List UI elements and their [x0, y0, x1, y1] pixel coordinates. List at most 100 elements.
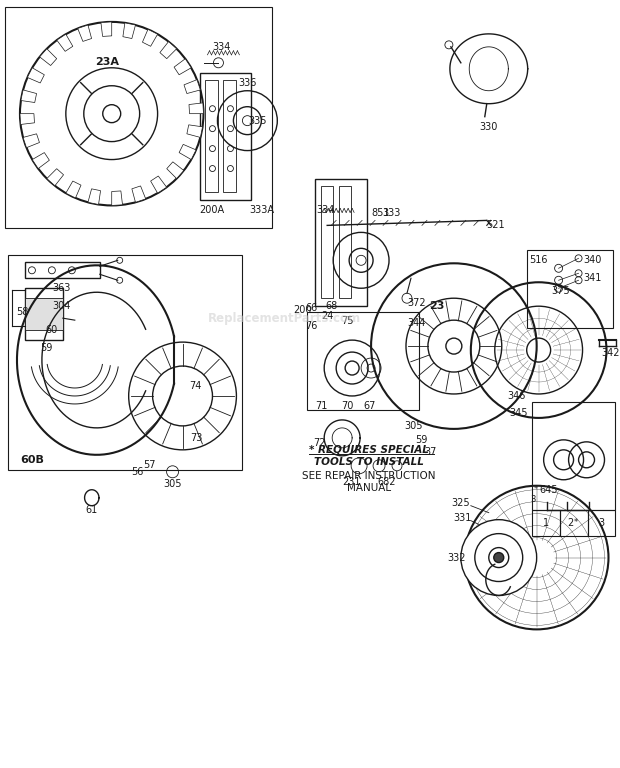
- Text: 344: 344: [408, 318, 426, 328]
- Text: 304: 304: [53, 301, 71, 311]
- Text: 333A: 333A: [249, 205, 274, 216]
- Polygon shape: [184, 80, 200, 94]
- Text: 333: 333: [382, 208, 401, 218]
- Text: *: *: [534, 485, 538, 495]
- Text: 372: 372: [407, 298, 427, 308]
- Text: 3: 3: [530, 495, 535, 505]
- Text: 71: 71: [315, 401, 327, 411]
- Polygon shape: [66, 181, 81, 198]
- Text: 521: 521: [487, 220, 505, 230]
- Bar: [532, 402, 616, 510]
- Text: 67: 67: [363, 401, 375, 411]
- Polygon shape: [57, 35, 73, 51]
- Text: 375: 375: [551, 286, 570, 296]
- Text: 3: 3: [598, 518, 604, 528]
- Bar: [308, 312, 419, 410]
- Polygon shape: [167, 162, 184, 179]
- Text: 73: 73: [190, 433, 203, 443]
- Text: 72: 72: [313, 438, 326, 448]
- Text: 76: 76: [305, 321, 317, 331]
- Text: 341: 341: [583, 273, 602, 283]
- Text: 345: 345: [510, 408, 528, 418]
- Polygon shape: [78, 25, 92, 41]
- Text: 330: 330: [480, 121, 498, 131]
- Text: 340: 340: [583, 255, 602, 265]
- Bar: [560, 510, 588, 535]
- Text: 200: 200: [293, 305, 311, 315]
- Bar: [205, 80, 218, 193]
- Text: 336: 336: [238, 78, 257, 88]
- Text: 645: 645: [539, 485, 558, 495]
- Text: 331: 331: [454, 513, 472, 523]
- Text: 24: 24: [321, 311, 334, 321]
- Text: 68: 68: [325, 301, 337, 311]
- Polygon shape: [151, 176, 167, 193]
- Text: 334: 334: [316, 205, 334, 216]
- Text: 59: 59: [415, 435, 427, 445]
- Bar: [526, 250, 613, 328]
- Text: ReplacementParts.com: ReplacementParts.com: [208, 312, 361, 325]
- Polygon shape: [174, 59, 191, 74]
- Polygon shape: [23, 134, 40, 147]
- Text: 56: 56: [131, 467, 144, 477]
- Text: 682: 682: [378, 477, 396, 487]
- Polygon shape: [101, 22, 112, 36]
- Text: 335: 335: [248, 116, 267, 126]
- Text: 1: 1: [542, 518, 549, 528]
- Polygon shape: [27, 68, 45, 83]
- Bar: [25, 263, 100, 278]
- Polygon shape: [189, 103, 203, 114]
- Text: SEE REPAIR INSTRUCTION: SEE REPAIR INSTRUCTION: [303, 471, 436, 481]
- Bar: [315, 178, 367, 306]
- Text: 70: 70: [341, 401, 353, 411]
- Text: 58: 58: [16, 307, 28, 317]
- Text: 332: 332: [448, 552, 466, 563]
- Text: 231: 231: [342, 477, 360, 487]
- Text: MANUAL: MANUAL: [347, 483, 391, 493]
- Text: * REQUIRES SPECIAL: * REQUIRES SPECIAL: [309, 445, 429, 455]
- Polygon shape: [123, 23, 136, 38]
- Text: 66: 66: [305, 303, 317, 313]
- Text: 2: 2: [567, 518, 574, 528]
- Text: 851: 851: [372, 208, 391, 218]
- Polygon shape: [160, 41, 177, 58]
- Text: *: *: [574, 518, 578, 527]
- Polygon shape: [47, 169, 64, 186]
- Polygon shape: [88, 189, 100, 204]
- Polygon shape: [20, 114, 35, 124]
- Text: 334: 334: [212, 41, 231, 51]
- Bar: [223, 80, 236, 193]
- Bar: [5, 7, 272, 228]
- Bar: [200, 73, 251, 200]
- Text: 200A: 200A: [199, 205, 224, 216]
- Bar: [321, 187, 333, 298]
- Text: 74: 74: [189, 381, 202, 391]
- Text: 57: 57: [143, 460, 156, 470]
- Text: 37: 37: [425, 447, 437, 457]
- Polygon shape: [179, 144, 196, 160]
- Bar: [8, 255, 242, 470]
- Circle shape: [461, 520, 537, 595]
- Text: 23: 23: [429, 301, 445, 311]
- Text: 346: 346: [508, 391, 526, 401]
- Bar: [532, 510, 560, 535]
- Polygon shape: [32, 153, 50, 169]
- Text: 342: 342: [601, 348, 620, 358]
- Text: 325: 325: [451, 498, 470, 508]
- Bar: [25, 288, 63, 340]
- Polygon shape: [40, 49, 56, 65]
- Text: 59: 59: [40, 343, 52, 353]
- Polygon shape: [112, 191, 123, 206]
- Text: 23A: 23A: [95, 57, 119, 67]
- Text: 305: 305: [163, 478, 182, 488]
- Text: 75: 75: [341, 316, 353, 326]
- Bar: [339, 187, 351, 298]
- Circle shape: [494, 553, 503, 562]
- Polygon shape: [143, 29, 157, 46]
- Bar: [25, 298, 63, 330]
- Text: 60B: 60B: [20, 455, 44, 465]
- Polygon shape: [21, 90, 37, 102]
- Text: 305: 305: [405, 421, 423, 431]
- Bar: [588, 510, 616, 535]
- Polygon shape: [187, 125, 203, 137]
